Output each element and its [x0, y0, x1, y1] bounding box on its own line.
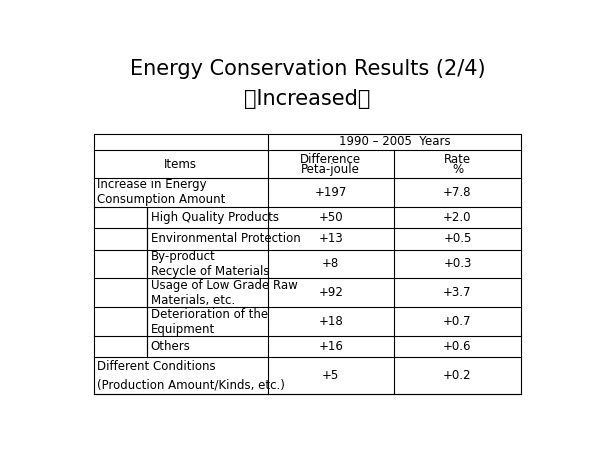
Text: Energy Conservation Results (2/4): Energy Conservation Results (2/4)	[130, 59, 485, 79]
Text: 1990 – 2005  Years: 1990 – 2005 Years	[339, 135, 451, 148]
Text: +2.0: +2.0	[443, 211, 472, 224]
Text: Different Conditions: Different Conditions	[97, 360, 215, 373]
Text: +16: +16	[319, 340, 343, 353]
Text: Equipment: Equipment	[151, 323, 215, 336]
Text: +0.3: +0.3	[443, 257, 472, 270]
Text: %: %	[452, 162, 463, 176]
Text: +0.6: +0.6	[443, 340, 472, 353]
Text: +197: +197	[314, 186, 347, 199]
Text: Deterioration of the: Deterioration of the	[151, 308, 268, 321]
Text: Items: Items	[164, 158, 197, 171]
Text: +50: +50	[319, 211, 343, 224]
Text: High Quality Products: High Quality Products	[151, 211, 279, 224]
Text: +3.7: +3.7	[443, 286, 472, 299]
Text: +5: +5	[322, 369, 340, 382]
Text: Usage of Low Grade Raw: Usage of Low Grade Raw	[151, 279, 298, 292]
Text: +0.2: +0.2	[443, 369, 472, 382]
Text: +92: +92	[319, 286, 343, 299]
Text: Rate: Rate	[444, 153, 471, 166]
Text: +18: +18	[319, 315, 343, 328]
Text: +7.8: +7.8	[443, 186, 472, 199]
Text: Materials, etc.: Materials, etc.	[151, 294, 235, 307]
Text: Environmental Protection: Environmental Protection	[151, 232, 301, 245]
Text: Recycle of Materials: Recycle of Materials	[151, 265, 269, 278]
Text: Difference: Difference	[300, 153, 361, 166]
Text: Consumption Amount: Consumption Amount	[97, 194, 225, 207]
Text: （Increased）: （Increased）	[244, 89, 371, 108]
Text: +0.5: +0.5	[443, 232, 472, 245]
Text: Others: Others	[151, 340, 191, 353]
Text: +13: +13	[319, 232, 343, 245]
Text: Peta-joule: Peta-joule	[301, 162, 360, 176]
Text: Increase in Energy: Increase in Energy	[97, 178, 206, 191]
Text: +0.7: +0.7	[443, 315, 472, 328]
Text: By-product: By-product	[151, 250, 215, 263]
Text: (Production Amount/Kinds, etc.): (Production Amount/Kinds, etc.)	[97, 378, 285, 392]
Text: +8: +8	[322, 257, 340, 270]
